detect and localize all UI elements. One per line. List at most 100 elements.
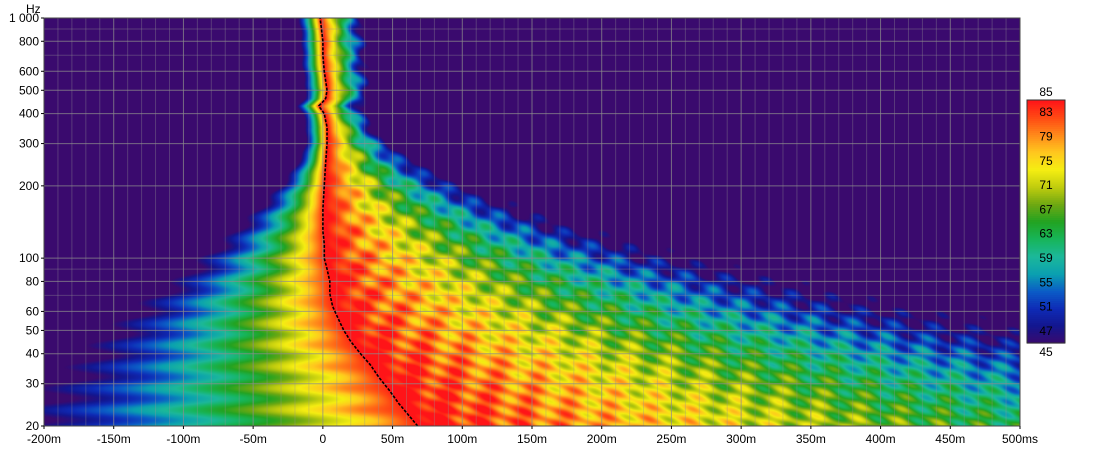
colorbar-segment [1027,251,1065,255]
colorbar-segment [1027,128,1065,131]
colorbar-segment [1027,166,1065,170]
colorbar-segment [1027,195,1065,198]
colorbar-segment [1027,243,1065,247]
colorbar-segment [1027,140,1065,144]
colorbar-segment [1027,122,1065,125]
colorbar-segment [1027,114,1065,117]
colorbar-segment [1027,102,1065,105]
peak-time-curve [318,18,419,426]
colorbar-segment [1027,189,1065,192]
colorbar-segment [1027,193,1065,196]
colorbar-segment [1027,262,1065,265]
colorbar-segment [1027,134,1065,138]
colorbar-segment [1027,100,1065,103]
colorbar-segment [1027,312,1065,316]
colorbar-segment [1027,213,1065,217]
colorbar-segment [1027,170,1065,174]
colorbar-segment [1027,178,1065,182]
colorbar-segment [1027,340,1065,344]
colorbar-segment [1027,132,1065,136]
colorbar-segment [1027,272,1065,275]
colorbar-segment [1027,245,1065,249]
colorbar-segment [1027,247,1065,251]
colorbar-segment [1027,152,1065,156]
colorbar-segment [1027,142,1065,146]
colorbar-segment [1027,187,1065,190]
x-tick-label: -100m [166,432,200,446]
colorbar-segment [1027,205,1065,208]
colorbar-segment [1027,215,1065,219]
colorbar-segment [1027,296,1065,300]
colorbar-segment [1027,282,1065,285]
colorbar-segment [1027,336,1065,340]
y-tick-label: 300 [19,137,39,151]
colorbar-segment [1027,217,1065,221]
colorbar-max-label: 85 [1039,85,1053,99]
colorbar-segment [1027,239,1065,243]
colorbar-tick-label: 55 [1039,275,1053,289]
colorbar-segment [1027,207,1065,210]
y-tick-label: 20 [26,419,40,433]
colorbar-segment [1027,302,1065,306]
y-tick-label: 30 [26,377,40,391]
colorbar-segment [1027,255,1065,259]
colorbar-segment [1027,304,1065,308]
x-tick-label: 450m [935,432,965,446]
y-tick-label: 50 [26,323,40,337]
colorbar-segment [1027,292,1065,295]
colorbar-segment [1027,118,1065,121]
colorbar-segment [1027,197,1065,200]
y-axis: 20 30 40 50 60 80 100 200 300 400 500 600 800 1 000 [9,11,44,433]
y-unit-label: Hz [26,2,41,16]
colorbar-segment [1027,237,1065,241]
colorbar-segment [1027,308,1065,312]
x-tick-label: 0 [320,432,327,446]
colorbar-segment [1027,298,1065,302]
colorbar-segment [1027,168,1065,172]
colorbar-segment [1027,330,1065,334]
colorbar-segment [1027,158,1065,162]
colorbar-segment [1027,116,1065,119]
y-tick-label: 800 [19,34,39,48]
colorbar-segment [1027,154,1065,158]
x-tick-label: -50m [239,432,266,446]
colorbar-segment [1027,144,1065,148]
colorbar-tick-label: 59 [1039,251,1053,265]
colorbar-segment [1027,227,1065,231]
colorbar-segment [1027,328,1065,332]
colorbar-frame [1026,99,1066,344]
colorbar-segment [1027,320,1065,324]
colorbar-tick-label: 71 [1039,178,1053,192]
colorbar-segment [1027,332,1065,336]
colorbar-segment [1027,280,1065,283]
colorbar-segment [1027,231,1065,235]
colorbar-segment [1027,108,1065,111]
colorbar-segment [1027,162,1065,166]
colorbar-segment [1027,146,1065,150]
colorbar-tick-label: 51 [1039,300,1053,314]
colorbar-segment [1027,211,1065,214]
colorbar-segment [1027,314,1065,318]
x-axis: -200m -150m -100m -50m 0 50m 100m 150m 200m 250m 3… [27,426,1038,446]
y-tick-label: 60 [26,304,40,318]
x-tick-label: 150m [517,432,547,446]
y-tick-label: 100 [19,251,39,265]
colorbar-segment [1027,316,1065,320]
colorbar-segment [1027,106,1065,109]
colorbar-tick-label: 75 [1039,154,1053,168]
colorbar-segment [1027,160,1065,164]
colorbar-segment [1027,104,1065,107]
colorbar-tick-label: 63 [1039,227,1053,241]
colorbar-segment [1027,324,1065,328]
colorbar-segment [1027,276,1065,279]
colorbar-min-label: 45 [1039,345,1053,359]
colorbar-segment [1027,326,1065,330]
colorbar-segment [1027,268,1065,271]
colorbar-segment [1027,203,1065,206]
x-tick-label: -200m [27,432,61,446]
colorbar-segment [1027,338,1065,342]
colorbar-segment [1027,183,1065,186]
colorbar-segment [1027,112,1065,115]
colorbar-segment [1027,130,1065,133]
